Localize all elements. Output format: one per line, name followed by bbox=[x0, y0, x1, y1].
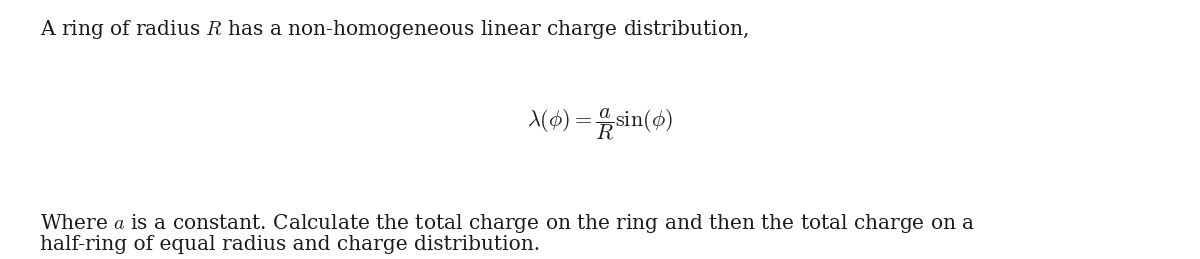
Text: A ring of radius $R$ has a non-homogeneous linear charge distribution,: A ring of radius $R$ has a non-homogeneo… bbox=[40, 18, 749, 41]
Text: half-ring of equal radius and charge distribution.: half-ring of equal radius and charge dis… bbox=[40, 235, 540, 254]
Text: $\lambda(\phi) = \dfrac{a}{R}\sin(\phi)$: $\lambda(\phi) = \dfrac{a}{R}\sin(\phi)$ bbox=[527, 106, 673, 142]
Text: Where $a$ is a constant. Calculate the total charge on the ring and then the tot: Where $a$ is a constant. Calculate the t… bbox=[40, 212, 974, 235]
